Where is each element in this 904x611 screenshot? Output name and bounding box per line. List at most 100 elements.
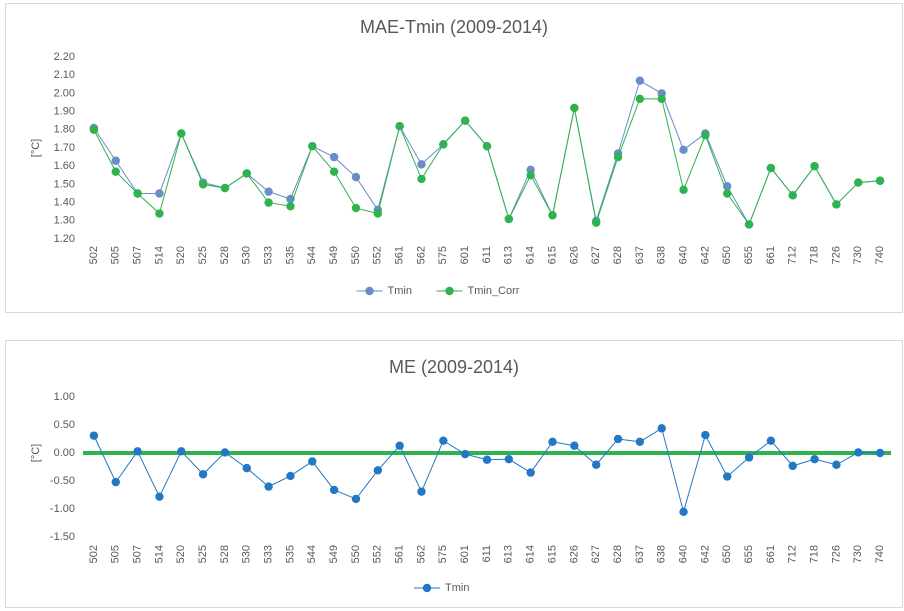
x-tick-label: 552 xyxy=(372,246,384,264)
y-tick-label: 1.00 xyxy=(54,391,75,403)
data-point xyxy=(177,129,186,138)
data-point xyxy=(329,485,339,495)
legend-marker xyxy=(445,286,454,296)
data-point xyxy=(701,131,710,140)
data-point xyxy=(89,431,99,440)
x-tick-label: 544 xyxy=(306,545,318,563)
data-point xyxy=(351,172,361,182)
data-point xyxy=(242,169,251,178)
x-tick-label: 614 xyxy=(525,246,537,264)
chart-frame xyxy=(5,3,903,313)
chart-title: MAE-Tmin (2009-2014) xyxy=(360,17,548,37)
data-point xyxy=(810,162,819,171)
x-tick-label: 528 xyxy=(219,545,231,563)
data-point xyxy=(460,449,470,459)
data-point xyxy=(242,463,251,473)
x-tick-label: 601 xyxy=(459,246,471,264)
data-point xyxy=(133,189,142,198)
legend-label: Tmin xyxy=(388,285,412,297)
x-tick-label: 627 xyxy=(590,545,602,563)
data-point xyxy=(591,218,601,227)
data-point xyxy=(111,167,120,176)
data-point xyxy=(220,183,230,193)
data-point xyxy=(482,455,492,464)
data-point xyxy=(854,178,863,187)
data-point xyxy=(548,437,557,446)
data-point xyxy=(723,189,732,198)
legend-marker xyxy=(365,286,374,296)
x-tick-label: 550 xyxy=(350,545,362,563)
data-point xyxy=(264,187,273,196)
data-point xyxy=(373,209,383,218)
x-tick-label: 505 xyxy=(110,246,122,264)
x-tick-label: 533 xyxy=(263,545,275,563)
data-point xyxy=(373,466,383,475)
data-point xyxy=(810,454,819,464)
data-point xyxy=(657,94,666,104)
x-tick-label: 520 xyxy=(175,246,187,264)
y-tick-label: 2.10 xyxy=(54,69,75,81)
data-point xyxy=(155,189,164,198)
x-tick-label: 628 xyxy=(612,545,624,563)
y-tick-label: 1.90 xyxy=(54,106,75,118)
x-tick-label: 642 xyxy=(699,246,711,264)
x-tick-label: 611 xyxy=(481,246,493,264)
x-tick-label: 533 xyxy=(263,246,275,264)
data-point xyxy=(635,76,645,85)
data-point xyxy=(613,434,623,444)
data-point xyxy=(875,448,885,458)
x-tick-label: 655 xyxy=(743,246,755,264)
x-tick-label: 611 xyxy=(481,545,493,563)
x-tick-label: 718 xyxy=(808,545,820,563)
data-point xyxy=(89,125,99,134)
x-tick-label: 740 xyxy=(874,545,886,563)
x-tick-label: 650 xyxy=(721,545,733,563)
x-tick-label: 712 xyxy=(787,246,799,264)
data-point xyxy=(133,447,142,456)
data-point xyxy=(482,141,492,151)
y-tick-label: -1.50 xyxy=(50,531,75,543)
data-point xyxy=(570,103,579,113)
x-tick-label: 528 xyxy=(219,246,231,264)
y-axis-label: [°C] xyxy=(30,139,42,157)
y-tick-label: 1.20 xyxy=(54,233,75,245)
data-point xyxy=(613,152,623,162)
data-point xyxy=(308,457,317,466)
y-tick-label: -1.00 xyxy=(50,503,75,515)
chart-title: ME (2009-2014) xyxy=(389,357,519,377)
x-tick-label: 640 xyxy=(677,545,689,563)
x-tick-label: 613 xyxy=(503,545,515,563)
y-tick-label: 1.60 xyxy=(54,160,75,172)
data-point xyxy=(111,156,120,165)
data-point xyxy=(417,174,426,184)
x-tick-label: 615 xyxy=(546,545,558,563)
x-tick-label: 520 xyxy=(175,545,187,563)
data-point xyxy=(854,448,863,457)
data-point xyxy=(439,140,448,149)
y-tick-label: 1.70 xyxy=(54,142,75,154)
x-tick-label: 718 xyxy=(808,246,820,264)
y-tick-label: 0.00 xyxy=(54,447,75,459)
x-tick-label: 726 xyxy=(830,545,842,563)
data-point xyxy=(679,507,688,516)
data-point xyxy=(788,191,797,200)
data-point xyxy=(351,494,361,504)
legend-label: Tmin_Corr xyxy=(468,285,520,297)
x-tick-label: 575 xyxy=(437,545,449,563)
x-tick-label: 552 xyxy=(372,545,384,563)
x-tick-label: 561 xyxy=(394,246,406,264)
y-tick-label: 1.80 xyxy=(54,124,75,136)
data-point xyxy=(198,180,208,189)
x-tick-label: 650 xyxy=(721,246,733,264)
x-tick-label: 530 xyxy=(241,246,253,264)
data-point xyxy=(657,424,666,433)
x-tick-label: 550 xyxy=(350,246,362,264)
x-tick-label: 627 xyxy=(590,246,602,264)
data-point xyxy=(788,461,797,471)
data-point xyxy=(832,200,841,209)
data-point xyxy=(111,477,120,487)
x-tick-label: 502 xyxy=(88,246,100,264)
data-point xyxy=(417,160,426,169)
x-tick-label: 637 xyxy=(634,246,646,264)
